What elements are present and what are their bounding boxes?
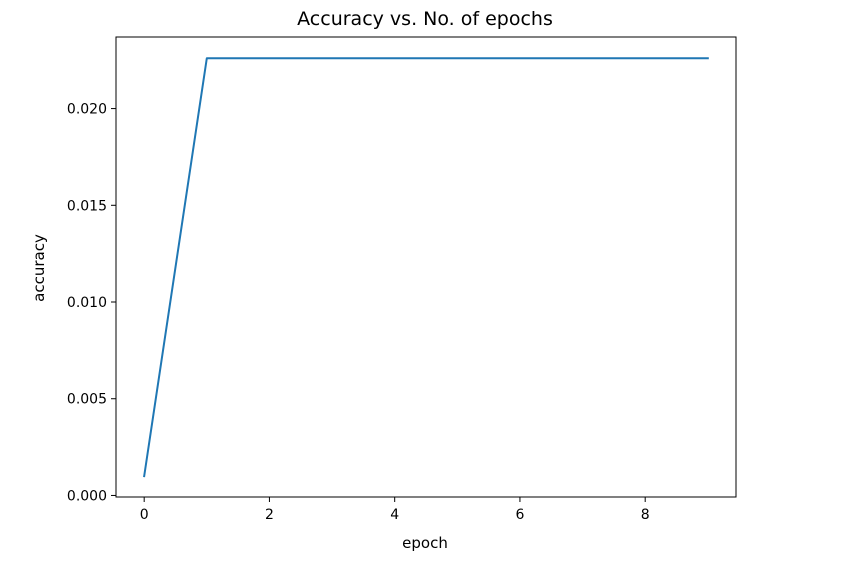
y-tick-label: 0.020 [67, 102, 107, 118]
chart-title: Accuracy vs. No. of epochs [297, 8, 553, 30]
series-layer [143, 57, 709, 478]
y-tick-label: 0.015 [67, 198, 107, 214]
labels-layer: Accuracy vs. No. of epochs epoch accurac… [30, 8, 553, 552]
y-tick-label: 0.010 [67, 295, 107, 311]
x-tick-label: 6 [515, 507, 524, 523]
y-tick-label: 0.000 [67, 488, 107, 504]
plot-frame [115, 36, 737, 498]
x-tick-label: 2 [265, 507, 274, 523]
x-tick-label: 4 [390, 507, 399, 523]
y-tick-label: 0.005 [67, 392, 107, 408]
plot-area [116, 37, 736, 497]
x-axis-label: epoch [402, 534, 448, 552]
series-line-0 [143, 57, 709, 478]
x-tick-label: 8 [641, 507, 650, 523]
y-axis-label: accuracy [30, 234, 48, 302]
axes-layer: 0 2 4 6 8 0.000 0.005 0.010 0.015 0.020 [67, 36, 737, 523]
x-tick-label: 0 [140, 507, 149, 523]
plot-background [116, 37, 736, 497]
